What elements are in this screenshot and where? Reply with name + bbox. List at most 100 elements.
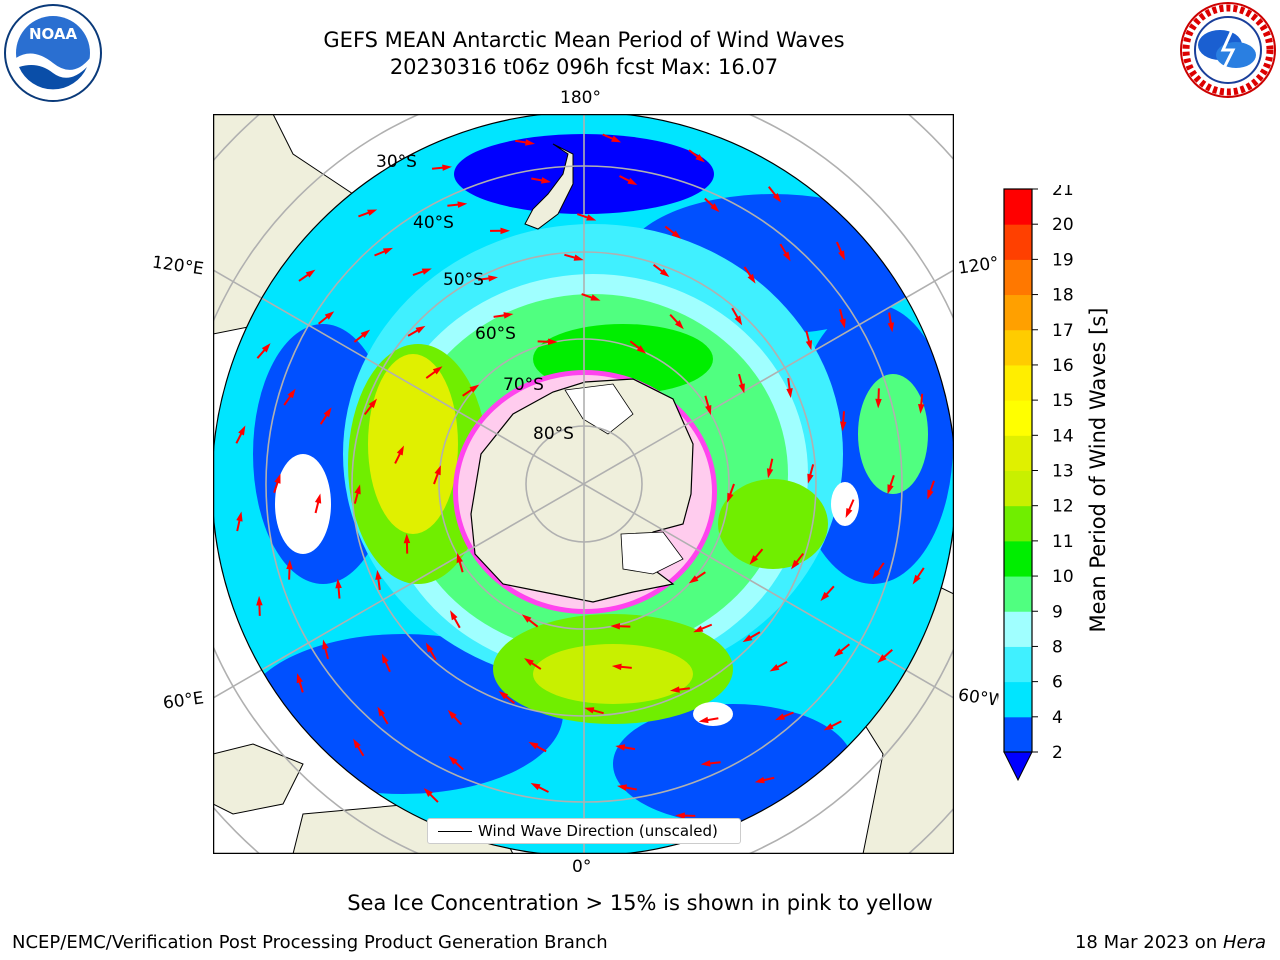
wave-direction-arrowhead [324, 311, 335, 320]
footer-date-text: 18 Mar 2023 on [1074, 932, 1223, 953]
wave-direction-arrowhead [528, 741, 539, 750]
colorbar-band [1004, 611, 1032, 647]
wave-direction-arrowhead [877, 654, 887, 664]
wave-direction-arrowhead [236, 511, 243, 522]
wave-direction-arrowhead [256, 595, 263, 606]
wave-direction-arrowhead [524, 658, 534, 667]
colorbar-tick-label: 4 [1052, 708, 1063, 728]
wave-direction-arrowhead [786, 388, 793, 399]
colorbar-band [1004, 400, 1032, 436]
lat-label-60s: 60°S [475, 324, 516, 344]
wave-direction-arrowhead [636, 345, 647, 354]
wave-direction-arrowhead [432, 366, 443, 375]
wave-direction-arrowhead [488, 275, 499, 282]
colorbar-tick-label: 21 [1052, 185, 1074, 200]
wave-direction-arrowhead [448, 755, 458, 765]
colorbar-band [1004, 646, 1032, 683]
wave-direction-arrowhead [354, 484, 361, 495]
wave-direction-arrowhead [415, 325, 426, 334]
wave-direction-arrowhead [710, 203, 720, 213]
lat-label-70s: 70°S [503, 375, 544, 395]
wave-direction-arrowhead [615, 744, 626, 751]
wave-direction-arrowhead [353, 738, 361, 749]
wave-direction-arrowhead [839, 318, 846, 329]
colorbar-tick-label: 11 [1052, 532, 1074, 552]
wave-direction-arrowhead [772, 192, 782, 203]
ice-shelf-weddell [620, 531, 684, 575]
wave-direction-arrowhead [305, 269, 316, 278]
wave-direction-arrowhead [754, 776, 765, 784]
wave-direction-arrowhead [335, 578, 342, 589]
wave-direction-arrowhead [727, 492, 734, 503]
wave-direction-arrowhead [669, 686, 680, 693]
wave-direction-arrowhead [838, 250, 845, 261]
colorbar-tick-label: 13 [1052, 462, 1074, 482]
lon-label-120e: 120°E [150, 252, 205, 280]
wave-direction-arrowhead [322, 639, 329, 650]
wave-direction-arrowhead [872, 569, 881, 580]
wave-direction-arrowhead [617, 784, 627, 791]
colorbar-band [1004, 681, 1032, 718]
wave-direction-arrowhead [747, 273, 756, 284]
wave-direction-arrowhead [521, 614, 532, 623]
colorbar-tick-label: 20 [1052, 215, 1074, 235]
graticule [213, 114, 954, 854]
wave-direction-arrowhead [261, 343, 271, 353]
wave-direction-arrowhead [887, 484, 894, 495]
wave-direction-arrowhead [375, 569, 382, 580]
colorbar-tick-label: 16 [1052, 356, 1074, 376]
sea-ice-note: Sea Ice Concentration > 15% is shown in … [347, 891, 933, 915]
wave-direction-arrowhead [912, 574, 921, 585]
wave-direction-arrowhead [782, 251, 791, 262]
lat-label-30s: 30°S [376, 152, 417, 172]
wave-direction-arrowhead [674, 320, 684, 330]
wave-direction-arrowhead [611, 135, 622, 143]
wave-direction-arrowhead [749, 555, 759, 565]
lon-label-0: 0° [572, 857, 592, 877]
wave-direction-arrowhead [447, 709, 457, 720]
noaa-logo: NOAA [4, 4, 102, 102]
colorbar-band [1004, 470, 1032, 507]
wave-direction-arrowhead [918, 403, 925, 414]
colorbar: 2 4 6 8 9 10 11 12 13 14 15 16 17 18 19 20 21 [1003, 185, 1074, 782]
colorbar-band [1004, 716, 1032, 753]
footer-machine: Hera [1222, 932, 1266, 953]
wave-direction-arrowhead [573, 254, 584, 261]
wave-direction-arrowhead [738, 383, 745, 394]
wave-direction-arrowhead [274, 473, 281, 484]
wave-direction-arrowhead [705, 404, 712, 416]
wave-direction-arrowhead [377, 706, 386, 717]
wave-direction-arrowhead [766, 468, 774, 479]
wave-direction-arrowhead [498, 691, 509, 700]
wave-direction-arrowhead [627, 177, 638, 186]
colorbar-tick-label: 15 [1052, 391, 1074, 411]
wave-direction-arrowhead [525, 139, 535, 146]
wave-direction-arrowhead [286, 559, 293, 570]
colorbar-band [1004, 224, 1032, 260]
colorbar-band [1004, 435, 1032, 471]
colorbar-tick-label: 14 [1052, 426, 1074, 446]
wave-direction-arrowhead [769, 664, 780, 672]
chart-title: GEFS MEAN Antarctic Mean Period of Wind … [323, 28, 845, 52]
map-legend: Wind Wave Direction (unscaled) [427, 818, 741, 844]
wave-direction-arrowhead [456, 552, 463, 564]
colorbar-band [1004, 329, 1032, 366]
wave-direction-arrowhead [590, 294, 601, 301]
wave-direction-arrowhead [823, 723, 834, 731]
legend-line-swatch [438, 831, 472, 832]
wave-direction-arrowhead [700, 760, 711, 767]
wave-direction-arrowhead [425, 642, 434, 653]
wave-direction-arrowhead [457, 201, 468, 208]
colorbar-band [1004, 505, 1032, 542]
wave-direction-arrowhead [503, 312, 514, 319]
colorbar-band [1004, 259, 1032, 296]
colorbar-tick-label: 8 [1052, 637, 1063, 657]
colorbar-title: Mean Period of Wind Waves [s] [1086, 307, 1110, 633]
polar-map [213, 114, 954, 854]
colorbar-tick-label: 19 [1052, 250, 1074, 270]
wave-direction-arrowhead [382, 247, 393, 255]
wave-direction-arrowhead [296, 673, 303, 684]
land-madagascar [213, 743, 304, 815]
wave-direction-arrowhead [530, 782, 541, 791]
wave-direction-arrowhead [500, 227, 511, 235]
